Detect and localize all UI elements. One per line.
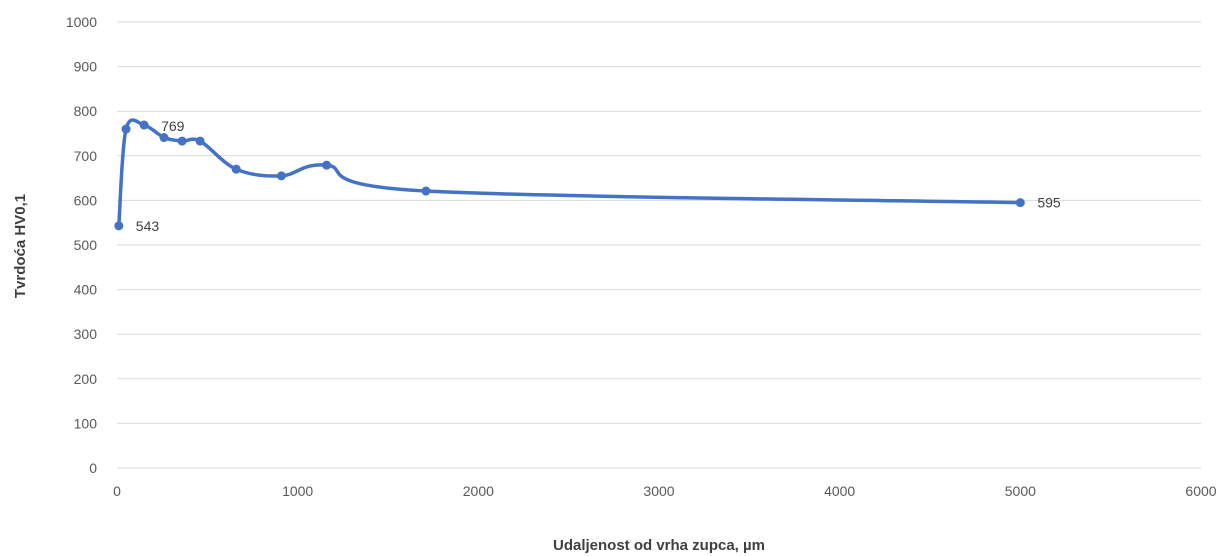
y-axis-title: Tvrdoća HV0,1 bbox=[12, 194, 29, 298]
x-tick-label-0: 0 bbox=[113, 483, 121, 499]
x-axis-title: Udaljenost od vrha zupca, µm bbox=[553, 537, 765, 554]
data-point-7 bbox=[276, 171, 286, 181]
data-point-0 bbox=[114, 221, 124, 231]
y-tick-label-600: 600 bbox=[74, 192, 98, 208]
y-axis-tick-labels: 0 100 200 300 400 500 600 700 800 900 1000 bbox=[66, 14, 97, 476]
y-tick-label-800: 800 bbox=[74, 103, 98, 119]
y-tick-label-400: 400 bbox=[74, 282, 98, 298]
data-labels: 543 769 595 bbox=[136, 118, 1061, 234]
x-tick-label-2000: 2000 bbox=[463, 483, 494, 499]
data-point-4 bbox=[177, 136, 187, 146]
series-group bbox=[114, 118, 1025, 231]
series-line-0 bbox=[117, 118, 1023, 228]
data-point-1 bbox=[121, 124, 131, 134]
y-tick-label-700: 700 bbox=[74, 148, 98, 164]
data-point-2 bbox=[139, 120, 149, 130]
data-point-3 bbox=[159, 133, 169, 143]
y-tick-label-200: 200 bbox=[74, 371, 98, 387]
data-label-0: 543 bbox=[136, 218, 160, 234]
x-tick-label-3000: 3000 bbox=[643, 483, 674, 499]
x-tick-label-5000: 5000 bbox=[1005, 483, 1036, 499]
y-tick-label-900: 900 bbox=[74, 59, 98, 75]
x-axis-tick-labels: 0 1000 2000 3000 4000 5000 6000 bbox=[113, 483, 1217, 499]
data-point-6 bbox=[231, 164, 241, 174]
y-tick-label-0: 0 bbox=[89, 460, 97, 476]
data-point-9 bbox=[421, 186, 431, 196]
y-tick-label-500: 500 bbox=[74, 237, 98, 253]
x-tick-label-1000: 1000 bbox=[282, 483, 313, 499]
data-label-10: 595 bbox=[1037, 195, 1061, 211]
data-point-10 bbox=[1015, 198, 1025, 208]
data-point-8 bbox=[322, 160, 332, 170]
data-point-5 bbox=[195, 136, 205, 146]
x-tick-label-6000: 6000 bbox=[1185, 483, 1216, 499]
data-label-2: 769 bbox=[161, 118, 185, 134]
x-tick-label-4000: 4000 bbox=[824, 483, 855, 499]
gridlines bbox=[117, 21, 1201, 469]
y-tick-label-100: 100 bbox=[74, 415, 98, 431]
y-tick-label-300: 300 bbox=[74, 326, 98, 342]
y-tick-label-1000: 1000 bbox=[66, 14, 97, 30]
